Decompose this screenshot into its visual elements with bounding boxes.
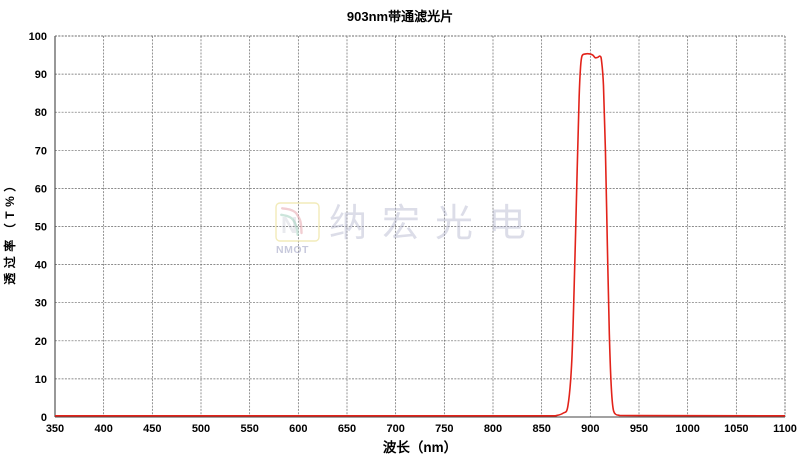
svg-text:400: 400 [94, 423, 112, 435]
svg-text:40: 40 [35, 260, 47, 272]
svg-text:50: 50 [35, 222, 47, 234]
svg-text:NMOT: NMOT [276, 244, 309, 256]
svg-text:350: 350 [46, 423, 64, 435]
svg-text:800: 800 [484, 423, 502, 435]
svg-text:600: 600 [289, 423, 307, 435]
svg-text:1050: 1050 [724, 423, 748, 435]
svg-text:550: 550 [240, 423, 258, 435]
svg-text:850: 850 [532, 423, 550, 435]
svg-text:透过率（T%）: 透过率（T%） [2, 175, 17, 285]
svg-text:650: 650 [338, 423, 356, 435]
svg-text:80: 80 [35, 107, 47, 119]
svg-text:1000: 1000 [675, 423, 699, 435]
svg-text:100: 100 [29, 31, 47, 43]
svg-text:波长（nm）: 波长（nm） [383, 439, 457, 455]
svg-text:10: 10 [35, 374, 47, 386]
svg-text:950: 950 [630, 423, 648, 435]
svg-text:20: 20 [35, 336, 47, 348]
svg-text:纳宏光电: 纳宏光电 [329, 203, 541, 245]
svg-text:1100: 1100 [773, 423, 797, 435]
svg-text:60: 60 [35, 183, 47, 195]
svg-text:500: 500 [192, 423, 210, 435]
svg-text:70: 70 [35, 145, 47, 157]
svg-text:30: 30 [35, 298, 47, 310]
svg-text:450: 450 [143, 423, 161, 435]
svg-text:900: 900 [581, 423, 599, 435]
svg-text:700: 700 [386, 423, 404, 435]
svg-text:750: 750 [435, 423, 453, 435]
svg-text:90: 90 [35, 69, 47, 81]
svg-text:0: 0 [41, 412, 47, 424]
